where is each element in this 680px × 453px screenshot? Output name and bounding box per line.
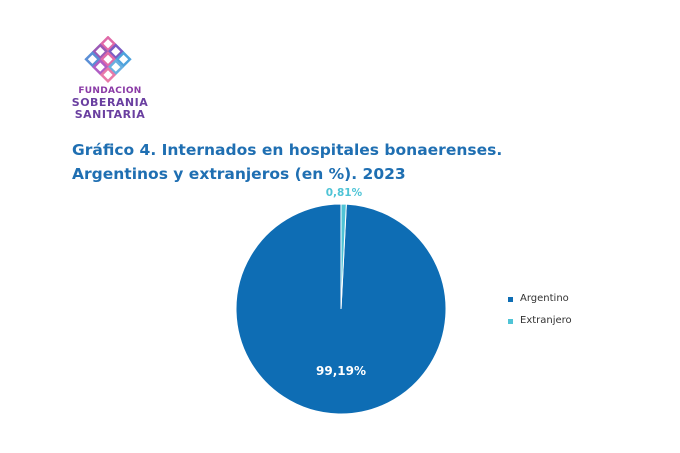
data-label-extranjero: 0,81% xyxy=(326,187,363,199)
chart-title: Gráfico 4. Internados en hospitales bona… xyxy=(72,141,503,183)
pie-slices xyxy=(235,203,447,415)
legend-swatch-extranjero xyxy=(508,318,513,324)
pie-labels: 99,19% 0,81% xyxy=(316,187,366,378)
legend-label-extranjero: Extranjero xyxy=(520,315,572,326)
logo: FUNDACION SOBERANIA SANITARIA xyxy=(70,36,150,126)
logo-line-3: SANITARIA xyxy=(74,108,146,121)
logo-line-2: SOBERANIA xyxy=(71,96,149,109)
fundacion-logo-icon xyxy=(84,36,132,83)
logo-text: FUNDACION SOBERANIA SANITARIA xyxy=(70,86,150,121)
logo-line-1: FUNDACION xyxy=(78,86,142,96)
legend-item-extranjero: Extranjero xyxy=(508,310,572,332)
data-label-argentino: 99,19% xyxy=(316,364,366,378)
legend: Argentino Extranjero xyxy=(508,288,572,332)
legend-label-argentino: Argentino xyxy=(520,293,569,304)
legend-swatch-argentino xyxy=(508,296,513,302)
pie-slice-extranjero xyxy=(340,203,347,310)
legend-item-argentino: Argentino xyxy=(508,288,572,310)
